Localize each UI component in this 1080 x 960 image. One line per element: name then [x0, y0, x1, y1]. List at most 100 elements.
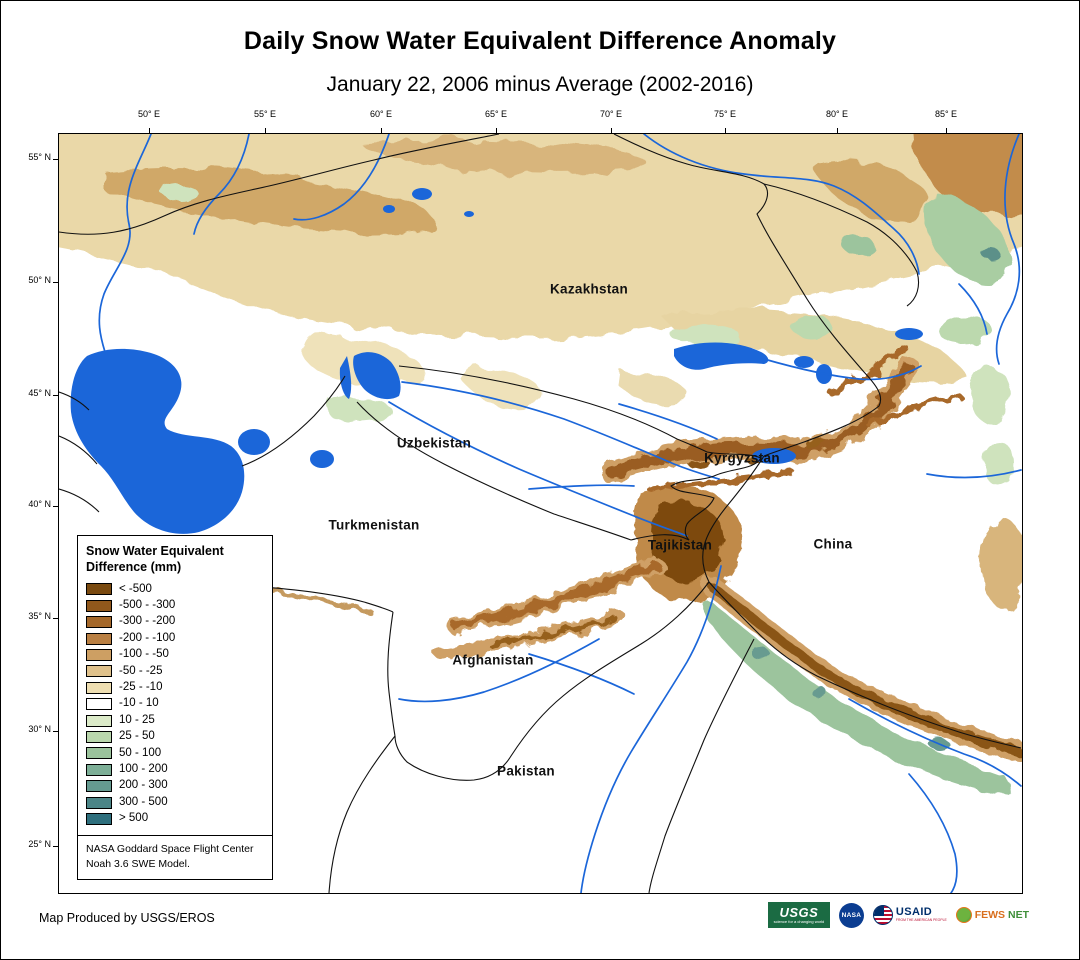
usaid-logo-label: USAID [895, 906, 933, 919]
legend-swatch [86, 812, 112, 825]
axis-tick [53, 506, 58, 507]
country-label-uzbekistan: Uzbekistan [396, 435, 472, 451]
fews-net-logo-label-net: NET [1008, 908, 1029, 921]
legend-classes: < -500 -500 - -300 -300 - -200 -200 - -1… [78, 581, 272, 835]
legend-label: 50 - 100 [119, 746, 162, 759]
legend: Snow Water Equivalent Difference (mm) < … [77, 535, 273, 881]
legend-swatch [86, 780, 112, 793]
legend-row: 10 - 25 [78, 712, 272, 728]
country-label-turkmenistan: Turkmenistan [328, 517, 420, 533]
usgs-logo-label: USGS [779, 905, 819, 920]
axis-tick [946, 128, 947, 133]
footer-logos: USGS science for a changing world NASA U… [767, 900, 1029, 930]
usgs-logo: USGS science for a changing world [767, 902, 830, 928]
lon-label-55e: 55° E [253, 109, 277, 119]
legend-note-line1: NASA Goddard Space Flight Center [86, 843, 254, 856]
lon-label-50e: 50° E [137, 109, 161, 119]
legend-swatch [86, 714, 112, 727]
fews-net-logo-label-fews: FEWS [974, 908, 1006, 921]
legend-row: -300 - -200 [78, 614, 272, 630]
legend-label: -10 - 10 [119, 697, 159, 710]
lon-label-85e: 85° E [934, 109, 958, 119]
legend-row: -25 - -10 [78, 680, 272, 696]
lat-label-40n: 40° N [28, 499, 51, 509]
legend-row: 100 - 200 [78, 762, 272, 778]
legend-swatch [86, 730, 112, 743]
legend-label: 100 - 200 [119, 762, 168, 775]
legend-swatch [86, 698, 112, 711]
legend-label: -25 - -10 [119, 681, 163, 694]
usaid-logo-text: USAID FROM THE AMERICAN PEOPLE [896, 907, 947, 922]
legend-label: -200 - -100 [119, 631, 176, 644]
legend-note: NASA Goddard Space Flight Center Noah 3.… [78, 835, 272, 879]
lon-label-65e: 65° E [484, 109, 508, 119]
fews-net-logo: FEWS NET [955, 907, 1029, 923]
legend-swatch [86, 665, 112, 678]
axis-tick [611, 128, 612, 133]
legend-swatch [86, 796, 112, 809]
lat-label-35n: 35° N [28, 611, 51, 621]
map-canvas: Kazakhstan Uzbekistan Kyrgyzstan Turkmen… [58, 133, 1023, 894]
legend-swatch [86, 649, 112, 661]
legend-swatch [86, 632, 112, 645]
axis-tick [725, 128, 726, 133]
lon-label-60e: 60° E [369, 109, 393, 119]
map-title: Daily Snow Water Equivalent Difference A… [243, 27, 837, 55]
lon-label-80e: 80° E [825, 109, 849, 119]
nasa-logo: NASA [838, 902, 864, 928]
axis-tick [53, 282, 58, 283]
legend-swatch [86, 599, 112, 612]
legend-note-line2: Noah 3.6 SWE Model. [86, 857, 190, 870]
axis-tick [381, 128, 382, 133]
country-label-afghanistan: Afghanistan [452, 652, 534, 668]
legend-label: -100 - -50 [119, 648, 169, 661]
legend-row: 200 - 300 [78, 778, 272, 794]
lat-label-30n: 30° N [28, 724, 51, 734]
axis-tick [53, 395, 58, 396]
lon-label-70e: 70° E [599, 109, 623, 119]
legend-swatch [86, 583, 112, 596]
axis-tick [53, 731, 58, 732]
legend-row: < -500 [78, 581, 272, 597]
legend-swatch [86, 616, 112, 629]
usaid-flag-icon [872, 905, 893, 925]
mountain-anomaly-layer [134, 344, 1022, 762]
lat-label-25n: 25° N [28, 839, 51, 849]
fews-net-globe-icon [955, 907, 972, 923]
legend-row: -10 - 10 [78, 696, 272, 712]
usgs-logo-tagline: science for a changing world [773, 919, 825, 924]
legend-title-line1: Snow Water Equivalent [86, 544, 224, 558]
legend-label: 200 - 300 [119, 779, 168, 792]
legend-row: -50 - -25 [78, 663, 272, 679]
axis-tick [837, 128, 838, 133]
legend-row: -100 - -50 [78, 647, 272, 663]
axis-tick [265, 128, 266, 133]
lat-label-45n: 45° N [28, 388, 51, 398]
map-credit: Map Produced by USGS/EROS [39, 911, 215, 925]
fews-net-logo-text: FEWS NET [975, 910, 1029, 921]
map-subtitle: January 22, 2006 minus Average (2002-201… [326, 73, 754, 96]
usaid-logo: USAID FROM THE AMERICAN PEOPLE [872, 905, 947, 925]
legend-swatch [86, 763, 112, 776]
legend-swatch [86, 747, 112, 760]
border-layer [59, 134, 1022, 893]
legend-label: < -500 [119, 582, 152, 595]
legend-label: -50 - -25 [119, 664, 163, 677]
axis-tick [53, 846, 58, 847]
country-label-pakistan: Pakistan [497, 763, 555, 779]
country-label-kazakhstan: Kazakhstan [549, 281, 629, 297]
country-label-kyrgyzstan: Kyrgyzstan [704, 450, 780, 466]
map-graphic [59, 134, 1022, 893]
legend-row: -500 - -300 [78, 598, 272, 614]
nasa-logo-label: NASA [841, 911, 862, 919]
lat-label-55n: 55° N [28, 152, 51, 162]
legend-label: 10 - 25 [119, 713, 155, 726]
river-layer [98, 134, 1022, 893]
legend-row: 25 - 50 [78, 729, 272, 745]
legend-label: -300 - -200 [119, 615, 176, 628]
legend-label: 300 - 500 [119, 795, 168, 808]
legend-label: > 500 [119, 812, 149, 825]
usaid-logo-tagline: FROM THE AMERICAN PEOPLE [895, 918, 947, 923]
legend-row: 300 - 500 [78, 794, 272, 810]
country-label-tajikistan: Tajikistan [647, 537, 713, 553]
